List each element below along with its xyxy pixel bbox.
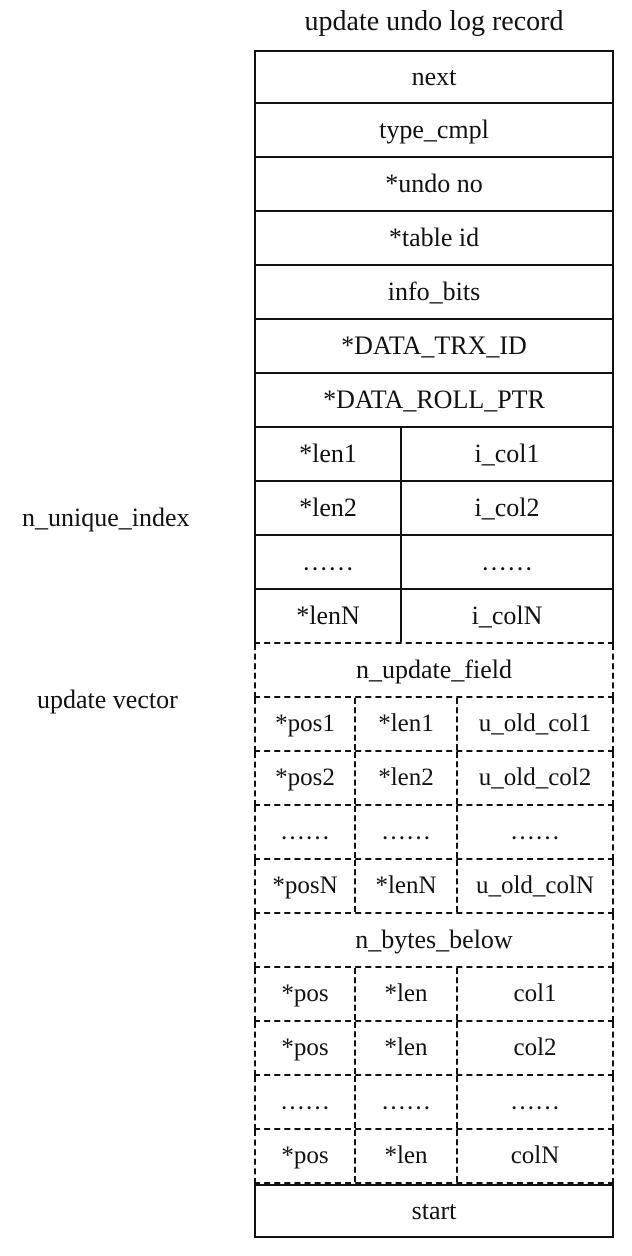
field-next: next bbox=[254, 50, 614, 104]
undo-log-record: next type_cmpl *undo no *table id info_b… bbox=[254, 50, 614, 1238]
below-pos-cell: *pos bbox=[256, 968, 356, 1020]
unique-col-cell: i_col1 bbox=[474, 439, 540, 468]
field-data-trx-id: *DATA_TRX_ID bbox=[254, 320, 614, 374]
update-pos-cell: *posN bbox=[256, 860, 356, 912]
field-info-bits: info_bits bbox=[254, 266, 614, 320]
update-len-cell: *lenN bbox=[356, 860, 458, 912]
below-len-cell: *len bbox=[356, 968, 458, 1020]
update-col-cell: u_old_col1 bbox=[478, 710, 592, 737]
field-undo-no: *undo no bbox=[254, 158, 614, 212]
update-vector-row: *posN *lenN u_old_colN bbox=[254, 860, 614, 914]
field-type-cmpl: type_cmpl bbox=[254, 104, 614, 158]
below-col-cell: col1 bbox=[513, 980, 557, 1007]
below-pos-cell: *pos bbox=[256, 1130, 356, 1182]
update-len-cell: …… bbox=[356, 806, 458, 858]
unique-index-row: *lenN i_colN bbox=[254, 590, 614, 644]
field-n-bytes-below: n_bytes_below bbox=[254, 914, 614, 968]
update-len-cell: *len1 bbox=[356, 698, 458, 750]
below-len-cell: …… bbox=[356, 1076, 458, 1128]
update-pos-cell: …… bbox=[256, 806, 356, 858]
update-pos-cell: *pos1 bbox=[256, 698, 356, 750]
diagram-title: update undo log record bbox=[304, 6, 564, 37]
below-len-cell: *len bbox=[356, 1130, 458, 1182]
unique-col-cell: …… bbox=[481, 547, 533, 576]
unique-len-cell: *len2 bbox=[256, 482, 402, 534]
field-start: start bbox=[254, 1184, 614, 1238]
update-vector-row: *pos2 *len2 u_old_col2 bbox=[254, 752, 614, 806]
unique-len-cell: *lenN bbox=[256, 590, 402, 642]
update-len-cell: *len2 bbox=[356, 752, 458, 804]
bytes-below-row: *pos *len col2 bbox=[254, 1022, 614, 1076]
update-vector-row: …… …… …… bbox=[254, 806, 614, 860]
bytes-below-row: …… …… …… bbox=[254, 1076, 614, 1130]
below-col-cell: …… bbox=[510, 1088, 560, 1115]
update-vector-row: *pos1 *len1 u_old_col1 bbox=[254, 698, 614, 752]
n-unique-index-label: n_unique_index bbox=[22, 503, 190, 532]
below-col-cell: col2 bbox=[513, 1034, 557, 1061]
field-data-roll-ptr: *DATA_ROLL_PTR bbox=[254, 374, 614, 428]
unique-index-row: …… …… bbox=[254, 536, 614, 590]
unique-index-row: *len2 i_col2 bbox=[254, 482, 614, 536]
unique-col-cell: i_col2 bbox=[474, 493, 540, 522]
update-col-cell: u_old_colN bbox=[475, 872, 595, 899]
update-vector-label: update vector bbox=[37, 685, 178, 714]
update-pos-cell: *pos2 bbox=[256, 752, 356, 804]
update-col-cell: …… bbox=[510, 818, 560, 845]
update-col-cell: u_old_col2 bbox=[478, 764, 592, 791]
unique-index-row: *len1 i_col1 bbox=[254, 428, 614, 482]
below-pos-cell: …… bbox=[256, 1076, 356, 1128]
unique-len-cell: …… bbox=[256, 536, 402, 588]
below-pos-cell: *pos bbox=[256, 1022, 356, 1074]
unique-col-cell: i_colN bbox=[471, 601, 543, 630]
below-len-cell: *len bbox=[356, 1022, 458, 1074]
unique-len-cell: *len1 bbox=[256, 428, 402, 480]
field-table-id: *table id bbox=[254, 212, 614, 266]
bytes-below-row: *pos *len colN bbox=[254, 1130, 614, 1184]
below-col-cell: colN bbox=[510, 1142, 560, 1169]
bytes-below-row: *pos *len col1 bbox=[254, 968, 614, 1022]
field-n-update-field: n_update_field bbox=[254, 644, 614, 698]
